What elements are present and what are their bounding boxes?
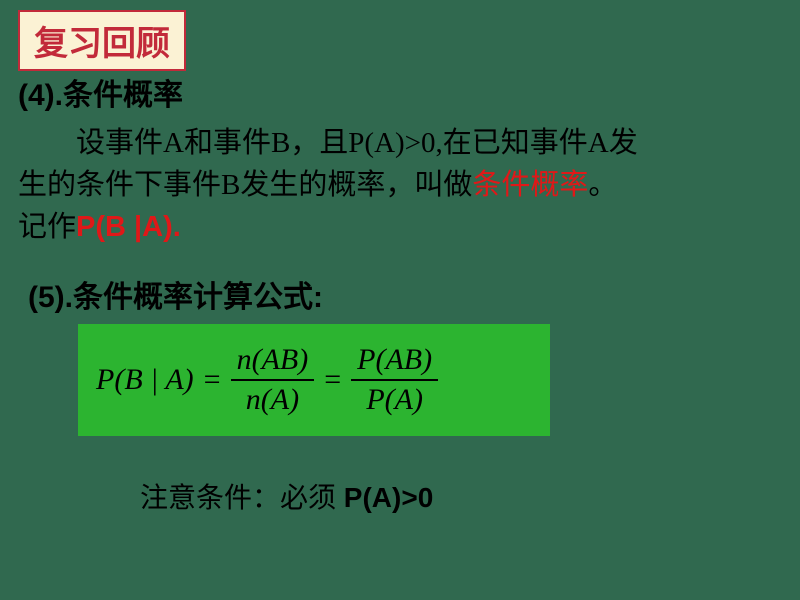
frac1-num: n(AB) <box>231 343 315 379</box>
formula-eq1: = <box>204 363 221 397</box>
section4-text-a: 设事件A和事件B，且P(A)>0,在已知事件A发 <box>76 127 638 159</box>
formula-eq2: = <box>324 363 341 397</box>
section4-line1: 设事件A和事件B，且P(A)>0,在已知事件A发 <box>18 122 776 164</box>
section4-text-b: 生的条件下事件B发生的概率，叫做 <box>18 169 472 201</box>
review-title-box: 复习回顾 <box>18 10 186 71</box>
section5-heading: (5).条件概率计算公式: <box>28 272 323 316</box>
formula-box: P(B | A) = n(AB) n(A) = P(AB) P(A) <box>78 324 550 436</box>
frac2-num: P(AB) <box>351 343 438 379</box>
formula-frac1: n(AB) n(A) <box>231 343 315 417</box>
frac1-den: n(A) <box>240 381 305 417</box>
formula-note: 注意条件：必须 P(A)>0 <box>140 476 433 516</box>
section4-body: 设事件A和事件B，且P(A)>0,在已知事件A发 生的条件下事件B发生的概率，叫… <box>18 122 776 248</box>
conditional-prob-term: 条件概率 <box>472 169 588 201</box>
note-text: 注意条件：必须 <box>140 483 336 514</box>
formula-frac2: P(AB) P(A) <box>351 343 438 417</box>
notation-prefix: 记作 <box>18 211 76 243</box>
frac2-den: P(A) <box>360 381 429 417</box>
section4-line2: 生的条件下事件B发生的概率，叫做条件概率。 <box>18 164 776 206</box>
section4-heading: (4).条件概率 <box>18 70 183 114</box>
section4-notation: 记作P(B |A). <box>18 206 776 248</box>
conditional-prob-formula: P(B | A) = n(AB) n(A) = P(AB) P(A) <box>96 343 438 417</box>
review-title: 复习回顾 <box>34 26 170 63</box>
formula-lhs: P(B | A) <box>96 363 194 397</box>
section4-term-end: 。 <box>588 169 617 201</box>
notation-formula: P(B |A). <box>76 211 181 243</box>
note-condition: P(A)>0 <box>336 482 433 513</box>
